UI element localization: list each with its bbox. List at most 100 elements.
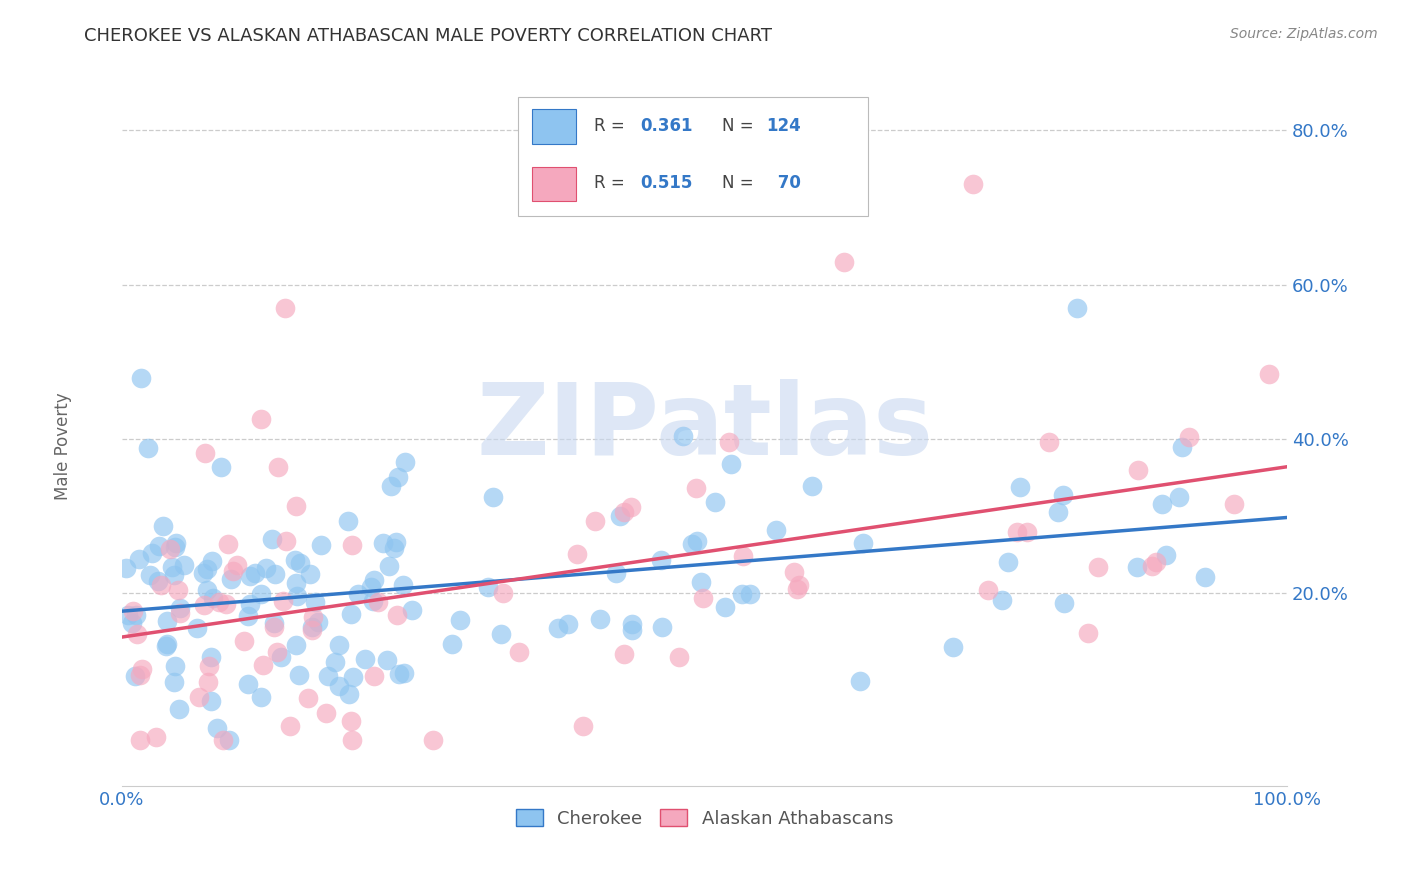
Point bbox=[690, 575, 713, 590]
Point bbox=[316, 669, 339, 683]
Point bbox=[720, 457, 742, 471]
Point bbox=[388, 667, 411, 681]
FancyBboxPatch shape bbox=[531, 110, 576, 144]
Text: 0.515: 0.515 bbox=[641, 175, 693, 193]
Point bbox=[250, 587, 273, 601]
Point bbox=[1150, 497, 1173, 511]
Point bbox=[1144, 555, 1167, 569]
Point bbox=[117, 608, 139, 623]
Text: Source: ZipAtlas.com: Source: ZipAtlas.com bbox=[1230, 27, 1378, 41]
Point bbox=[782, 566, 804, 580]
Point bbox=[360, 580, 382, 594]
Point bbox=[304, 595, 326, 609]
Point bbox=[156, 637, 179, 651]
Point bbox=[382, 541, 405, 556]
Point bbox=[1178, 430, 1201, 444]
Point bbox=[323, 655, 346, 669]
Point bbox=[547, 621, 569, 635]
Point bbox=[166, 583, 188, 598]
Text: Male Poverty: Male Poverty bbox=[55, 392, 72, 500]
Point bbox=[267, 459, 290, 474]
Point bbox=[1066, 301, 1088, 315]
Point bbox=[717, 434, 740, 449]
Point bbox=[266, 645, 288, 659]
Point bbox=[274, 533, 297, 548]
Point bbox=[340, 538, 363, 552]
Point bbox=[250, 411, 273, 425]
Point bbox=[1126, 560, 1149, 574]
Point bbox=[565, 548, 588, 562]
Point bbox=[187, 690, 209, 705]
Point bbox=[284, 553, 307, 567]
Point bbox=[297, 690, 319, 705]
Point bbox=[731, 549, 754, 563]
Point bbox=[201, 591, 224, 606]
Point bbox=[477, 580, 499, 594]
Point bbox=[703, 494, 725, 508]
Point bbox=[1194, 570, 1216, 584]
Point bbox=[1087, 560, 1109, 574]
Point bbox=[243, 566, 266, 580]
Point bbox=[195, 582, 218, 597]
Point bbox=[1140, 559, 1163, 574]
FancyBboxPatch shape bbox=[531, 167, 576, 202]
Point bbox=[186, 621, 208, 635]
Point bbox=[620, 623, 643, 637]
Point bbox=[336, 514, 359, 528]
Point bbox=[371, 535, 394, 549]
Point bbox=[392, 578, 415, 592]
Point bbox=[270, 649, 292, 664]
Point bbox=[205, 721, 228, 735]
Point bbox=[621, 617, 644, 632]
Point bbox=[491, 627, 513, 641]
Point bbox=[1052, 488, 1074, 502]
Point bbox=[422, 733, 444, 747]
Point bbox=[387, 470, 409, 484]
Point bbox=[572, 719, 595, 733]
Point bbox=[583, 514, 606, 528]
Point bbox=[1171, 440, 1194, 454]
Point bbox=[222, 564, 245, 578]
Point bbox=[285, 576, 308, 591]
Point bbox=[169, 606, 191, 620]
Point bbox=[375, 653, 398, 667]
Point bbox=[1168, 491, 1191, 505]
Point bbox=[394, 665, 416, 680]
Point bbox=[128, 733, 150, 747]
Point bbox=[236, 608, 259, 623]
Point bbox=[651, 620, 673, 634]
Point bbox=[363, 573, 385, 587]
Point bbox=[377, 559, 399, 574]
Point bbox=[942, 640, 965, 654]
Point bbox=[260, 532, 283, 546]
Text: 70: 70 bbox=[772, 175, 801, 193]
Point bbox=[129, 371, 152, 385]
Point bbox=[156, 614, 179, 628]
Point bbox=[620, 500, 643, 514]
Point bbox=[124, 669, 146, 683]
Point bbox=[285, 589, 308, 603]
Point bbox=[714, 600, 737, 615]
Point bbox=[363, 669, 385, 683]
Point bbox=[236, 676, 259, 690]
Point bbox=[208, 594, 231, 608]
Point bbox=[340, 733, 363, 747]
Point bbox=[328, 680, 350, 694]
Text: CHEROKEE VS ALASKAN ATHABASCAN MALE POVERTY CORRELATION CHART: CHEROKEE VS ALASKAN ATHABASCAN MALE POVE… bbox=[84, 27, 772, 45]
Point bbox=[401, 603, 423, 617]
FancyBboxPatch shape bbox=[519, 97, 868, 216]
Point bbox=[1005, 524, 1028, 539]
Point bbox=[209, 459, 232, 474]
Point bbox=[274, 301, 297, 315]
Point bbox=[340, 714, 363, 728]
Point bbox=[263, 620, 285, 634]
Point bbox=[298, 566, 321, 581]
Point bbox=[686, 534, 709, 549]
Point bbox=[250, 690, 273, 704]
Point bbox=[148, 539, 170, 553]
Point bbox=[849, 673, 872, 688]
Point bbox=[997, 555, 1019, 569]
Point bbox=[136, 441, 159, 455]
Point bbox=[765, 523, 787, 537]
Text: ZIPatlas: ZIPatlas bbox=[477, 379, 934, 476]
